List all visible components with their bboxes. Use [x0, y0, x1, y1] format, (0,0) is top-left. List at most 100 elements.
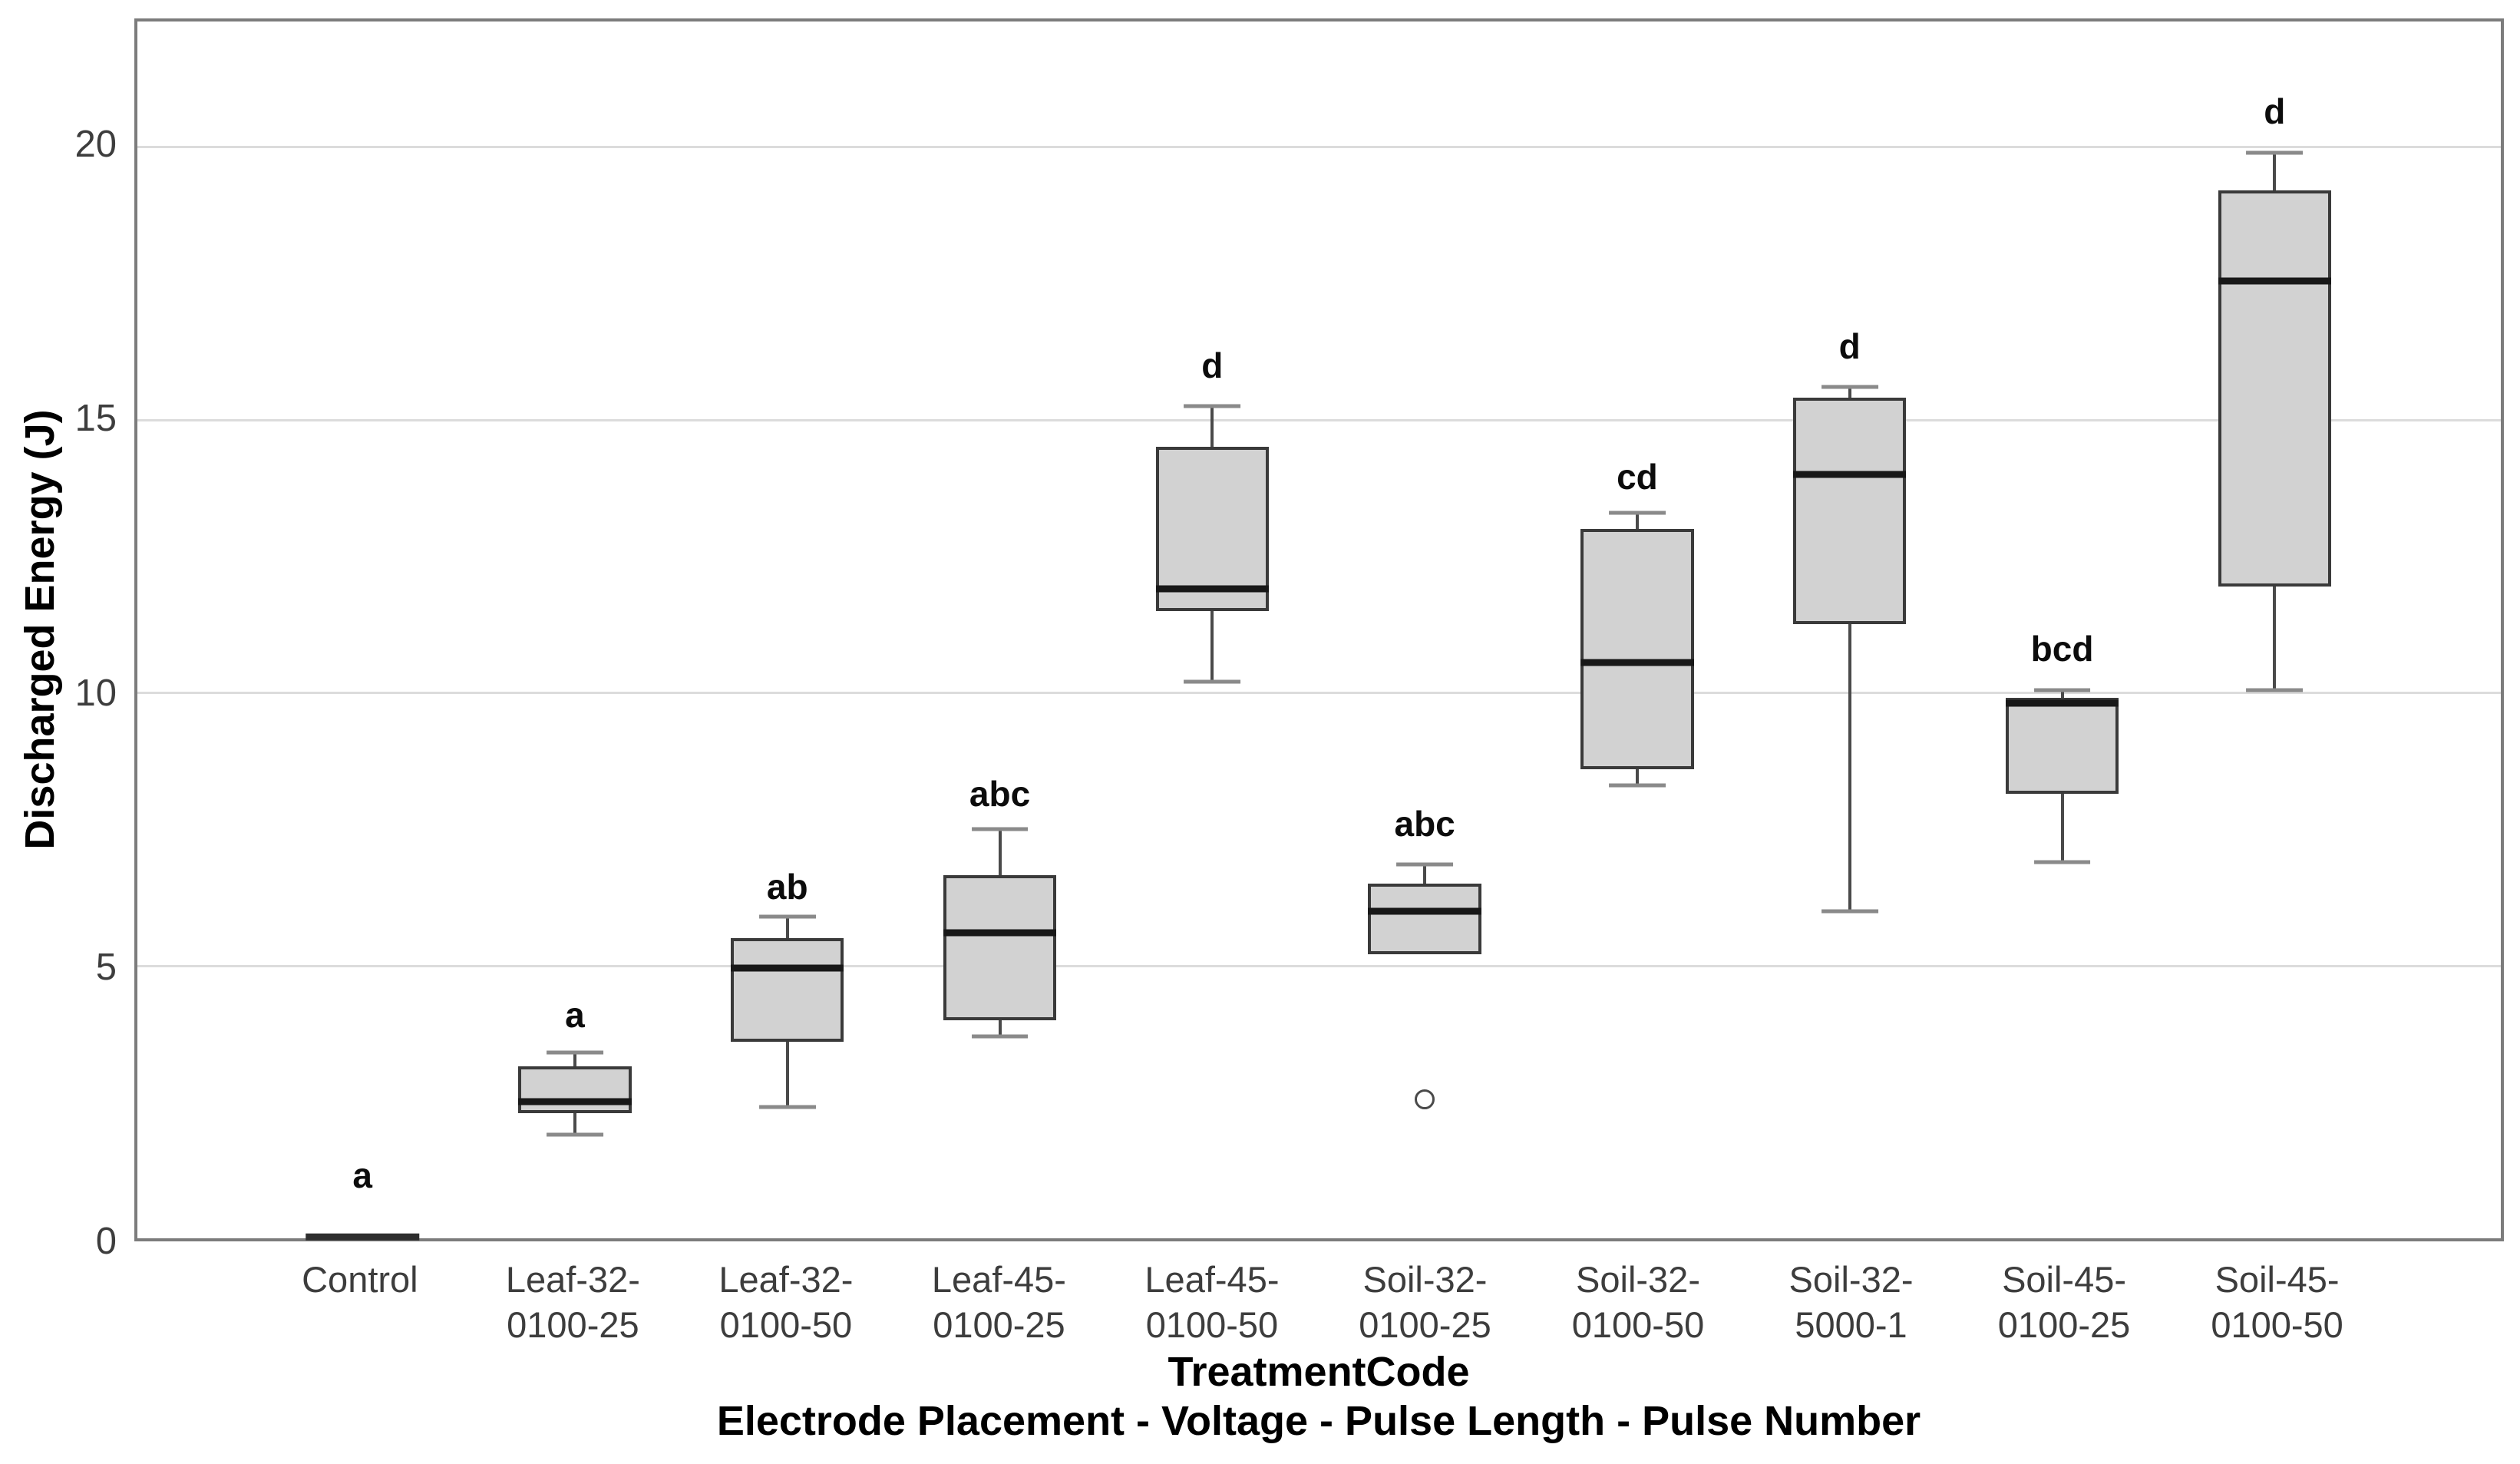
- x-tick-label-Soil-32-0100-50: Soil-32- 0100-50: [1508, 1257, 1769, 1347]
- median-line: [518, 1098, 632, 1105]
- x-tick-line2: 0100-25: [1359, 1304, 1491, 1345]
- x-tick-line1: Soil-32-: [1362, 1259, 1488, 1300]
- median-line: [1580, 659, 1694, 666]
- x-tick-line2: 0100-50: [2211, 1304, 2343, 1345]
- upper-whisker-stem: [573, 1053, 576, 1067]
- significance-letter: bcd: [2030, 629, 2094, 669]
- gridline-5: [137, 964, 2501, 967]
- x-tick-line1: Soil-32-: [1788, 1259, 1914, 1300]
- box-group-Soil-32-0100-25: abc: [137, 21, 2501, 1238]
- upper-whisker-cap: [1821, 385, 1878, 389]
- upper-whisker-cap: [971, 827, 1029, 831]
- x-tick-line1: Leaf-32-: [718, 1259, 854, 1300]
- x-axis-subtitle: Electrode Placement - Voltage - Pulse Le…: [716, 1398, 1921, 1444]
- lower-whisker-cap: [546, 1132, 603, 1137]
- x-tick-line1: Soil-45-: [2002, 1259, 2127, 1300]
- x-tick-label-Control: Control: [230, 1257, 490, 1302]
- y-tick-label-5: 5: [95, 946, 117, 988]
- x-tick-line1: Soil-45-: [2214, 1259, 2340, 1300]
- upper-whisker-stem: [1210, 406, 1214, 448]
- x-axis-title: TreatmentCode: [1168, 1349, 1470, 1395]
- significance-letter: a: [352, 1155, 372, 1196]
- y-tick-label-20: 20: [74, 124, 117, 166]
- upper-whisker-stem: [1423, 864, 1427, 884]
- upper-whisker-stem: [998, 828, 1002, 876]
- upper-whisker-stem: [1635, 512, 1639, 529]
- median-line: [1368, 907, 1481, 915]
- lower-whisker-cap: [758, 1105, 816, 1109]
- x-tick-line1: Control: [302, 1259, 418, 1300]
- significance-letter: cd: [1617, 457, 1658, 497]
- outlier-point: [1415, 1089, 1435, 1109]
- x-tick-line2: 0100-25: [507, 1304, 639, 1345]
- upper-whisker-stem: [785, 916, 789, 939]
- significance-letter: ab: [766, 866, 808, 907]
- plot-area: a a ab abc d abc cd d bcd d: [134, 18, 2504, 1241]
- box-group-Soil-45-0100-50: d: [137, 21, 2501, 1238]
- upper-whisker-stem: [2273, 152, 2277, 191]
- x-tick-line2: 5000-1: [1795, 1304, 1907, 1345]
- lower-whisker-stem: [1210, 610, 1214, 682]
- upper-whisker-stem: [1848, 387, 1851, 398]
- upper-whisker-cap: [1608, 511, 1666, 515]
- median-line: [1155, 585, 1270, 593]
- lower-whisker-cap: [2246, 688, 2304, 692]
- collapsed-box-median-line: [306, 1233, 419, 1241]
- box-group-Leaf-32-0100-25: a: [137, 21, 2501, 1238]
- x-tick-line2: 0100-50: [1145, 1304, 1279, 1345]
- median-line: [730, 964, 844, 972]
- upper-whisker-cap: [1396, 862, 1454, 867]
- median-line: [943, 929, 1057, 937]
- iqr-box: [943, 875, 1057, 1020]
- lower-whisker-stem: [2060, 793, 2064, 862]
- significance-letter: a: [565, 994, 585, 1035]
- iqr-box: [730, 938, 844, 1043]
- x-tick-label-Soil-45-0100-25: Soil-45- 0100-25: [1934, 1257, 2195, 1347]
- lower-whisker-stem: [2273, 586, 2277, 690]
- gridline-20: [137, 146, 2501, 149]
- x-tick-label-Leaf-32-0100-25: Leaf-32- 0100-25: [442, 1257, 703, 1347]
- iqr-box: [1580, 529, 1694, 769]
- upper-whisker-cap: [1184, 404, 1241, 408]
- lower-whisker-stem: [785, 1042, 789, 1108]
- iqr-box: [1155, 447, 1270, 611]
- iqr-box: [2005, 698, 2119, 794]
- iqr-box: [2218, 190, 2332, 587]
- x-tick-label-Leaf-45-0100-25: Leaf-45- 0100-25: [868, 1257, 1129, 1347]
- y-axis-tick-labels: 0 5 10 15 20: [0, 18, 117, 1262]
- x-tick-label-Soil-32-0100-25: Soil-32- 0100-25: [1294, 1257, 1555, 1347]
- median-line: [2218, 277, 2332, 285]
- median-line: [1792, 471, 1907, 478]
- upper-whisker-stem: [2060, 689, 2064, 699]
- x-tick-label-Leaf-45-0100-50: Leaf-45- 0100-50: [1082, 1257, 1343, 1347]
- lower-whisker-cap: [1184, 679, 1241, 684]
- gridline-layer: [137, 21, 2501, 1238]
- boxplot-layer: a a ab abc d abc cd d bcd d: [137, 21, 2501, 1241]
- x-tick-label-Soil-32-5000-1: Soil-32- 5000-1: [1721, 1257, 1982, 1347]
- significance-letter: d: [2264, 91, 2286, 132]
- iqr-box: [1792, 398, 1907, 625]
- x-tick-line1: Leaf-45-: [1144, 1259, 1280, 1300]
- box-group-Leaf-45-0100-50: d: [137, 21, 2501, 1238]
- y-tick-label-0: 0: [95, 1221, 117, 1262]
- box-group-Leaf-32-0100-50: ab: [137, 21, 2501, 1238]
- lower-whisker-stem: [573, 1112, 576, 1135]
- upper-whisker-cap: [758, 914, 816, 919]
- x-tick-label-Soil-45-0100-50: Soil-45- 0100-50: [2147, 1257, 2408, 1347]
- box-group-Control: a: [137, 21, 2501, 1241]
- significance-letter: abc: [969, 773, 1031, 814]
- upper-whisker-cap: [546, 1050, 603, 1055]
- lower-whisker-cap: [1821, 909, 1878, 914]
- lower-whisker-cap: [971, 1034, 1029, 1039]
- lower-whisker-cap: [2033, 860, 2091, 864]
- lower-whisker-stem: [1635, 768, 1639, 786]
- box-group-Soil-45-0100-25: bcd: [137, 21, 2501, 1238]
- x-tick-line2: 0100-50: [719, 1304, 853, 1345]
- x-tick-line2: 0100-25: [1997, 1304, 2131, 1345]
- median-line: [2005, 699, 2119, 707]
- gridline-15: [137, 418, 2501, 421]
- significance-letter: abc: [1394, 803, 1455, 844]
- x-tick-label-Leaf-32-0100-50: Leaf-32- 0100-50: [656, 1257, 917, 1347]
- x-tick-line2: 0100-25: [933, 1304, 1065, 1345]
- upper-whisker-cap: [2246, 150, 2304, 155]
